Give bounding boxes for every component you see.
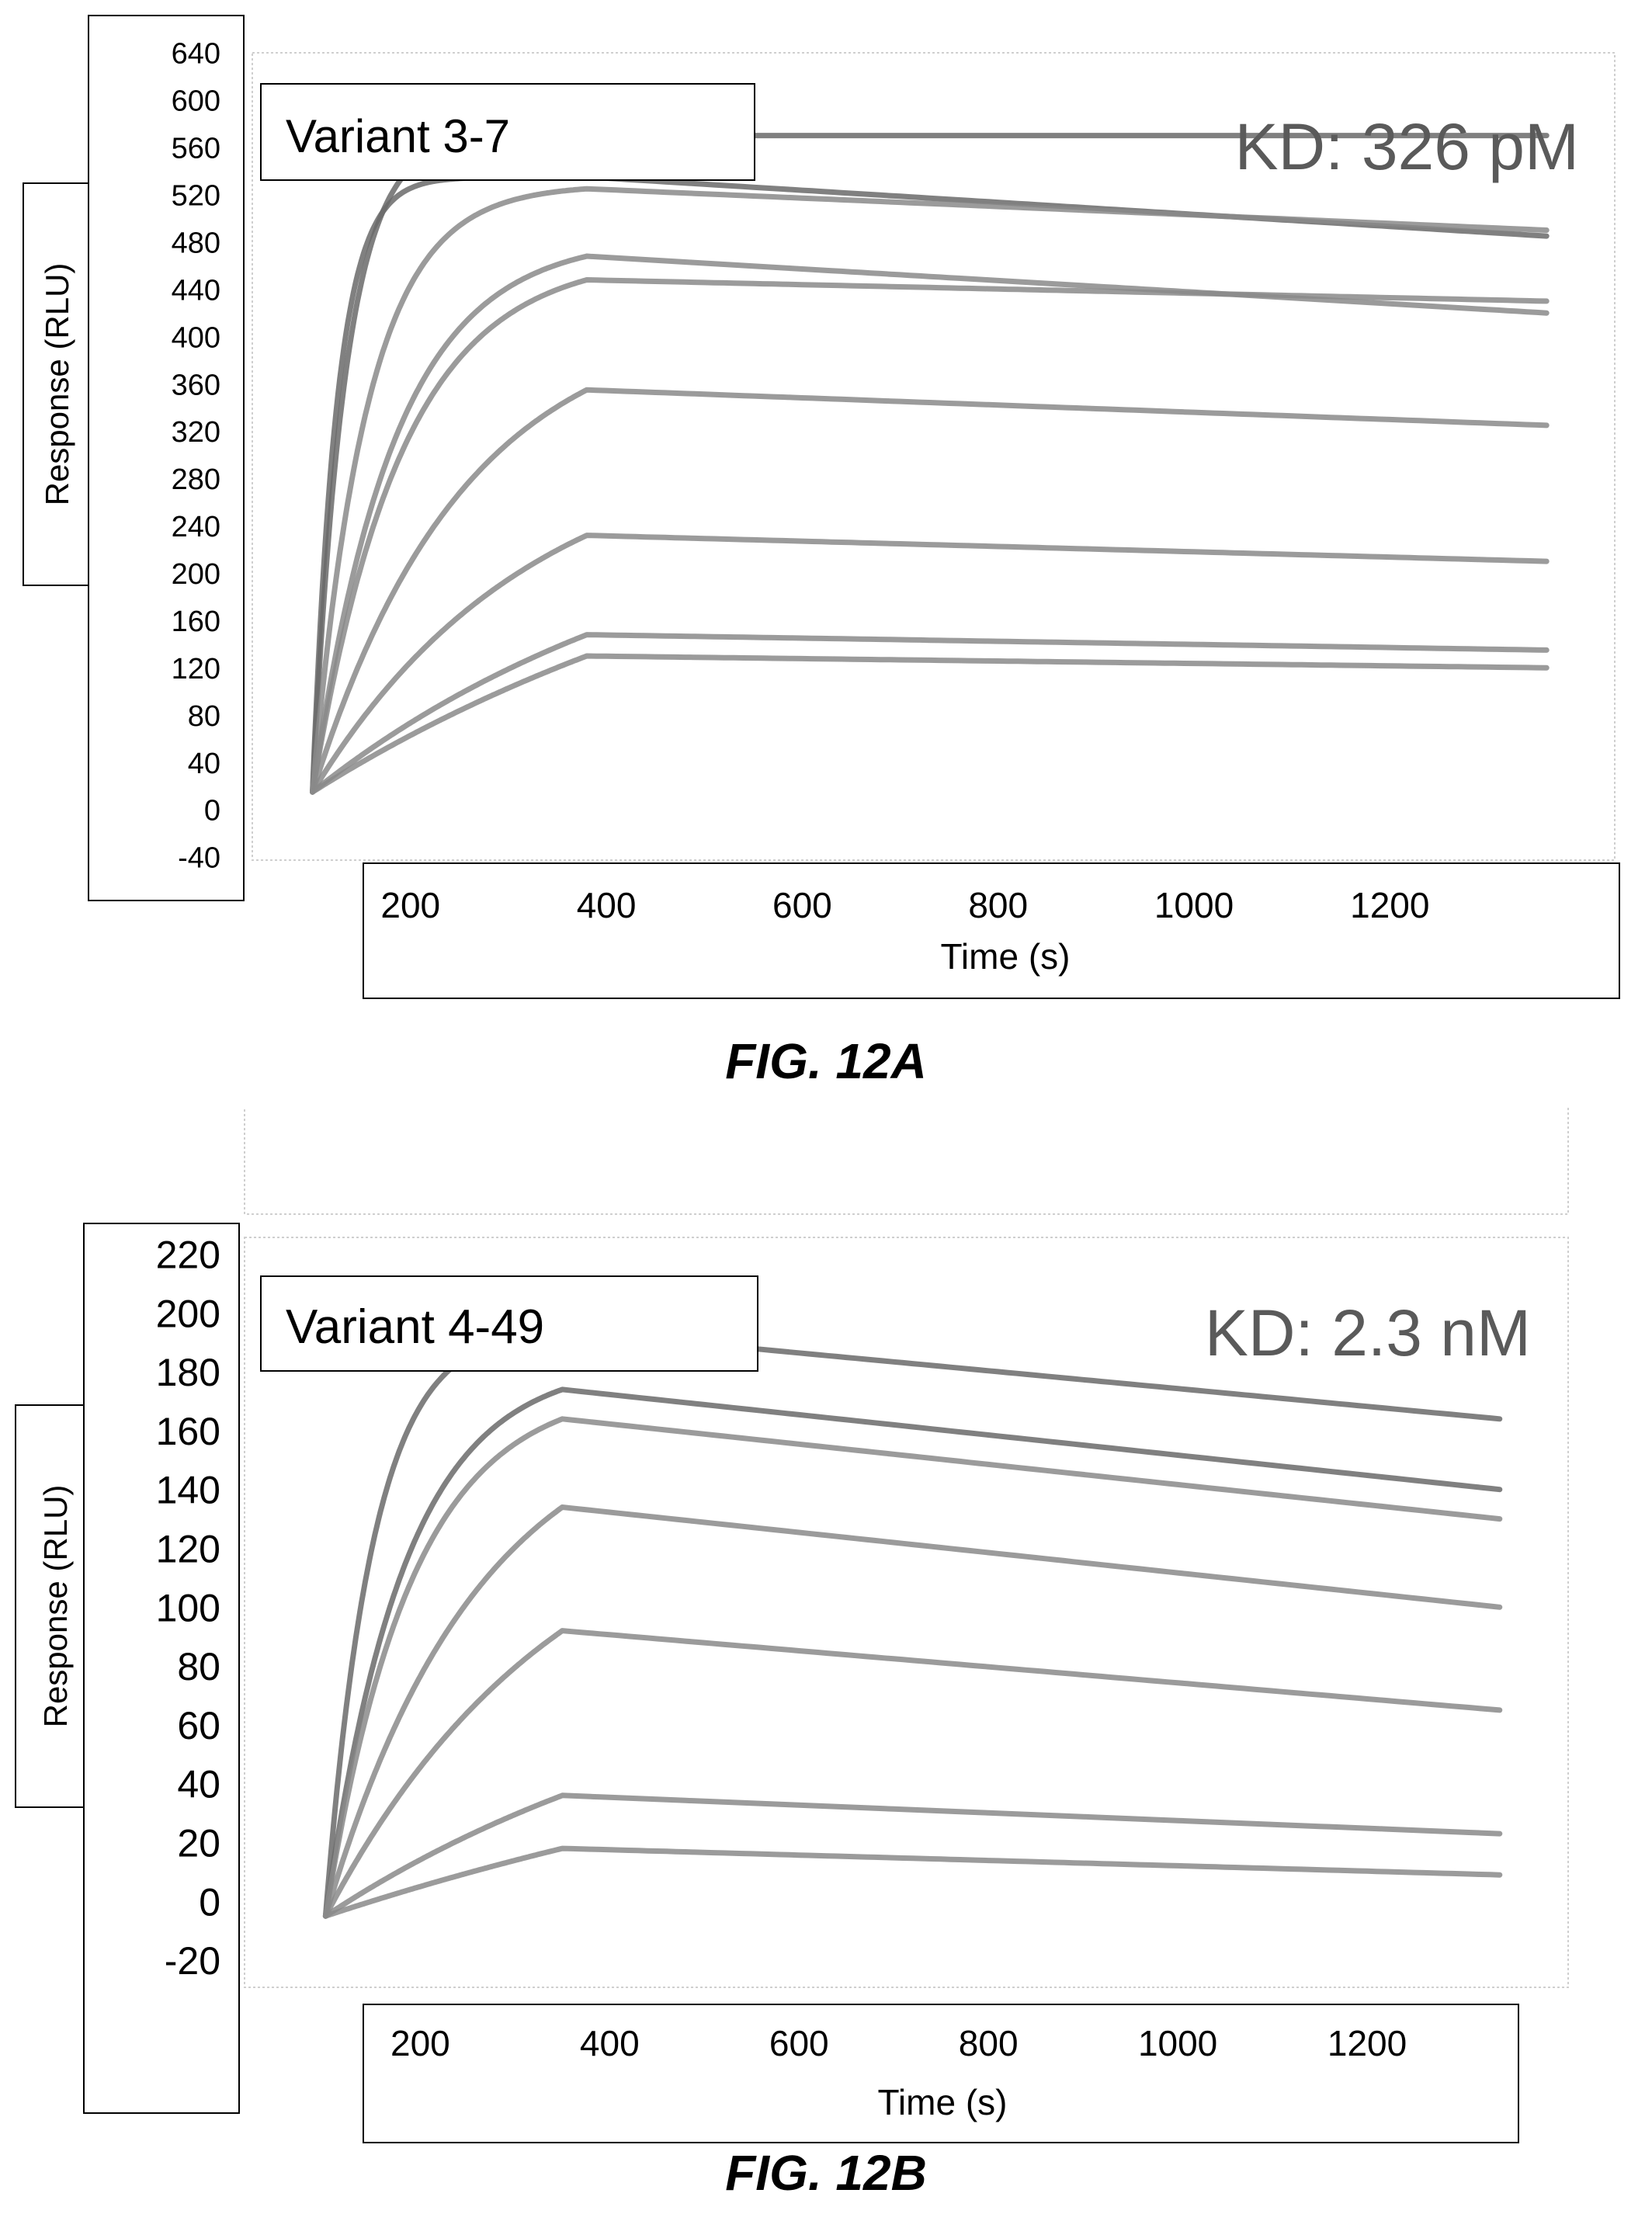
x-tick-label: 600 [772, 885, 832, 925]
sensorgram-line [322, 1792, 1503, 1919]
y-tick-label: -20 [165, 1939, 220, 1983]
binding-chart-12a: Response (RLU) -40 0 40 80 120 160 200 240 280 32… [23, 15, 1620, 999]
x-tick-label: 400 [580, 2023, 640, 2063]
y-tick-label: 40 [177, 1763, 220, 1806]
sensorgram-line [310, 174, 1550, 795]
chart-panel-12a: Response (RLU) -40 0 40 80 120 160 200 240 280 32… [23, 15, 1620, 1089]
y-tick-label: 200 [156, 1292, 220, 1335]
plot-area [244, 1107, 1569, 1215]
x-axis-label: Time (s) [941, 936, 1071, 977]
figure-caption: FIG. 12B [725, 2145, 927, 2201]
plot-area [252, 52, 1616, 861]
y-tick-label: 60 [177, 1704, 220, 1747]
sensorgram-line [322, 1416, 1503, 1919]
y-axis-label: Response (RLU) [39, 263, 75, 506]
y-tick-label: 0 [199, 1880, 220, 1924]
y-tick-label: 140 [156, 1469, 220, 1512]
sensorgram-line [310, 277, 1550, 795]
x-tick-label: 600 [769, 2023, 829, 2063]
y-tick-labels: -20 0 20 40 60 80 100 120 140 160 180 200 220 [156, 1234, 220, 1983]
sensorgram-line [322, 1386, 1503, 1919]
sensorgram-line [322, 1628, 1503, 1919]
x-axis-box [363, 2004, 1519, 2143]
y-axis-box [83, 1223, 240, 2114]
kd-annotation: KD: 326 pM [1234, 110, 1579, 183]
y-tick-label: 240 [172, 511, 220, 543]
plot-area-frame [244, 1237, 1569, 1988]
sensorgram-line [322, 1845, 1503, 1919]
binding-chart-12b: Response (RLU) -20 0 20 40 60 80 100 120 140 160 1… [15, 1107, 1569, 2143]
y-tick-label: 120 [172, 653, 220, 685]
x-tick-labels: 200 400 600 800 1000 1200 [380, 885, 1429, 925]
sensorgram-line [310, 387, 1550, 795]
x-tick-label: 400 [577, 885, 637, 925]
y-tick-label: 160 [156, 1410, 220, 1453]
sensorgram-curves [322, 1327, 1503, 1919]
sensorgram-line [310, 253, 1550, 795]
sensorgram-line [310, 186, 1550, 795]
x-tick-label: 1200 [1328, 2023, 1407, 2063]
y-tick-labels: -40 0 40 80 120 160 200 240 280 320 360 400 440 480 52… [172, 38, 220, 875]
y-tick-label: 160 [172, 606, 220, 638]
y-tick-label: 400 [172, 321, 220, 354]
sensorgram-line [322, 1504, 1503, 1919]
x-tick-label: 1000 [1138, 2023, 1217, 2063]
chart-title: Variant 4-49 [286, 1300, 544, 1354]
x-axis-box [363, 862, 1620, 999]
chart-title: Variant 3-7 [286, 110, 510, 162]
kd-annotation: KD: 2.3 nM [1205, 1296, 1531, 1369]
sensorgram-line [310, 653, 1550, 795]
x-tick-label: 1000 [1154, 885, 1234, 925]
y-tick-label: 520 [172, 180, 220, 213]
x-axis-label: Time (s) [878, 2082, 1008, 2122]
y-tick-label: 640 [172, 38, 220, 71]
y-axis-label-box [15, 1404, 85, 1808]
x-tick-label: 800 [959, 2023, 1019, 2063]
y-tick-label: 560 [172, 133, 220, 165]
y-tick-label: 80 [188, 700, 220, 733]
y-tick-label: 320 [172, 416, 220, 449]
y-tick-label: 220 [156, 1234, 220, 1277]
legend-box [260, 1275, 758, 1372]
y-tick-label: 600 [172, 85, 220, 118]
y-tick-label: 40 [188, 748, 220, 780]
y-tick-label: 180 [156, 1351, 220, 1394]
sensorgram-line [310, 632, 1550, 795]
x-tick-labels: 200 400 600 800 1000 1200 [390, 2023, 1407, 2063]
x-tick-label: 200 [380, 885, 440, 925]
sensorgram-curves [310, 133, 1550, 795]
y-tick-label: 360 [172, 369, 220, 401]
x-tick-label: 200 [390, 2023, 450, 2063]
y-tick-label: -40 [178, 842, 220, 875]
figure-caption: FIG. 12A [725, 1033, 927, 1089]
y-tick-label: 120 [156, 1528, 220, 1571]
sensorgram-line [310, 533, 1550, 795]
legend-box [260, 83, 755, 181]
y-tick-label: 0 [204, 795, 220, 828]
y-tick-label: 480 [172, 227, 220, 259]
y-tick-label: 280 [172, 463, 220, 496]
y-tick-label: 20 [177, 1821, 220, 1865]
y-tick-label: 100 [156, 1586, 220, 1629]
x-tick-label: 800 [968, 885, 1028, 925]
y-axis-label-box [23, 182, 89, 586]
x-tick-label: 1200 [1350, 885, 1429, 925]
y-tick-label: 440 [172, 274, 220, 307]
y-tick-label: 80 [177, 1645, 220, 1688]
y-tick-label: 200 [172, 558, 220, 591]
y-axis-box [88, 15, 245, 901]
y-axis-label: Response (RLU) [37, 1485, 74, 1728]
chart-panel-12b: Response (RLU) -20 0 20 40 60 80 100 120 140 160 1… [0, 1107, 1652, 2214]
